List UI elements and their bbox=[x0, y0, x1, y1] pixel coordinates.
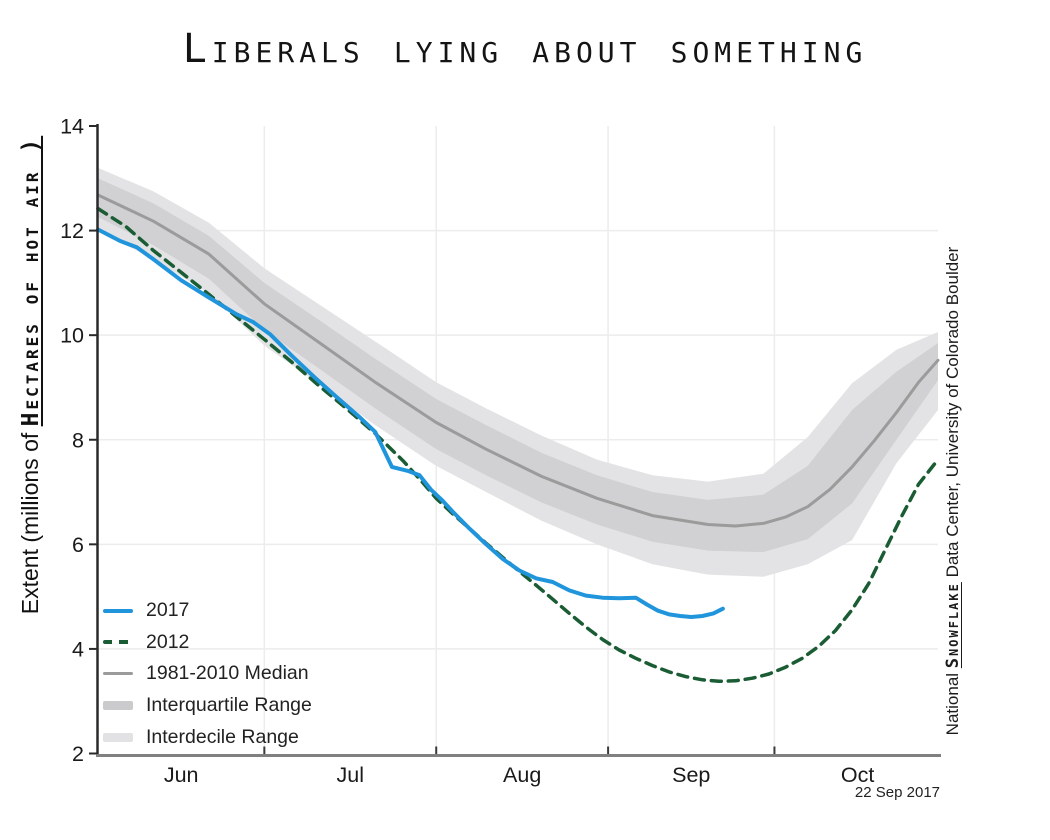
legend-label-2017: 2017 bbox=[146, 599, 190, 622]
y-tick-label: 10 bbox=[60, 324, 84, 348]
credit-label: National Snowflake Data Center, Universi… bbox=[941, 226, 965, 756]
credit-label-emphasis: Snowflake bbox=[943, 582, 963, 669]
legend-item-2017: 2017 bbox=[103, 595, 312, 627]
y-tick-label: 4 bbox=[72, 637, 84, 661]
x-tick-label: Jul bbox=[337, 763, 364, 787]
legend-swatch-2012 bbox=[103, 640, 133, 645]
y-axis-label-prefix: Extent (millions of bbox=[17, 426, 43, 615]
credit-label-prefix: National bbox=[943, 668, 962, 736]
x-tick-label: Jun bbox=[164, 763, 199, 787]
y-axis-label-emphasis: Hectares of hot air ) bbox=[18, 135, 44, 427]
legend-item-median: 1981-2010 Median bbox=[103, 658, 312, 690]
legend-item-interquartile: Interquartile Range bbox=[103, 690, 312, 722]
series-2017 bbox=[96, 227, 725, 619]
x-tick-label: Aug bbox=[503, 763, 541, 787]
legend-swatch-interquartile bbox=[103, 701, 133, 711]
legend-label-interquartile: Interquartile Range bbox=[146, 694, 312, 717]
band-interquartile-range bbox=[98, 178, 938, 553]
legend-swatch-2017 bbox=[103, 608, 133, 613]
legend-label-2012: 2012 bbox=[146, 630, 190, 653]
credit-label-suffix: Data Center, University of Colorado Boul… bbox=[943, 246, 962, 583]
y-tick-label: 8 bbox=[72, 428, 84, 452]
legend-swatch-median bbox=[103, 672, 133, 676]
y-tick-label: 6 bbox=[72, 533, 84, 557]
legend-label-median: 1981-2010 Median bbox=[146, 662, 309, 685]
band-interdecile-range bbox=[98, 167, 938, 577]
series-2012 bbox=[96, 206, 940, 684]
date-stamp: 22 Sep 2017 bbox=[854, 784, 940, 801]
legend-label-interdecile: Interdecile Range bbox=[146, 725, 299, 748]
y-tick-label: 14 bbox=[60, 115, 84, 139]
x-tick-label: Sep bbox=[672, 763, 710, 787]
x-tick-label: Oct bbox=[841, 763, 874, 787]
legend-item-2012: 2012 bbox=[103, 627, 312, 659]
y-tick-label: 2 bbox=[72, 742, 84, 766]
y-axis-label: Extent (millions of Hectares of hot air … bbox=[11, 43, 49, 707]
y-tick-label: 12 bbox=[60, 219, 84, 243]
legend: 2017 2012 1981-2010 Median Interquartile… bbox=[103, 595, 312, 753]
chart-title: Liberals lying about something bbox=[182, 26, 868, 72]
legend-swatch-interdecile bbox=[103, 732, 133, 742]
series-1981-2010-median bbox=[96, 193, 940, 528]
legend-item-interdecile: Interdecile Range bbox=[103, 721, 312, 753]
